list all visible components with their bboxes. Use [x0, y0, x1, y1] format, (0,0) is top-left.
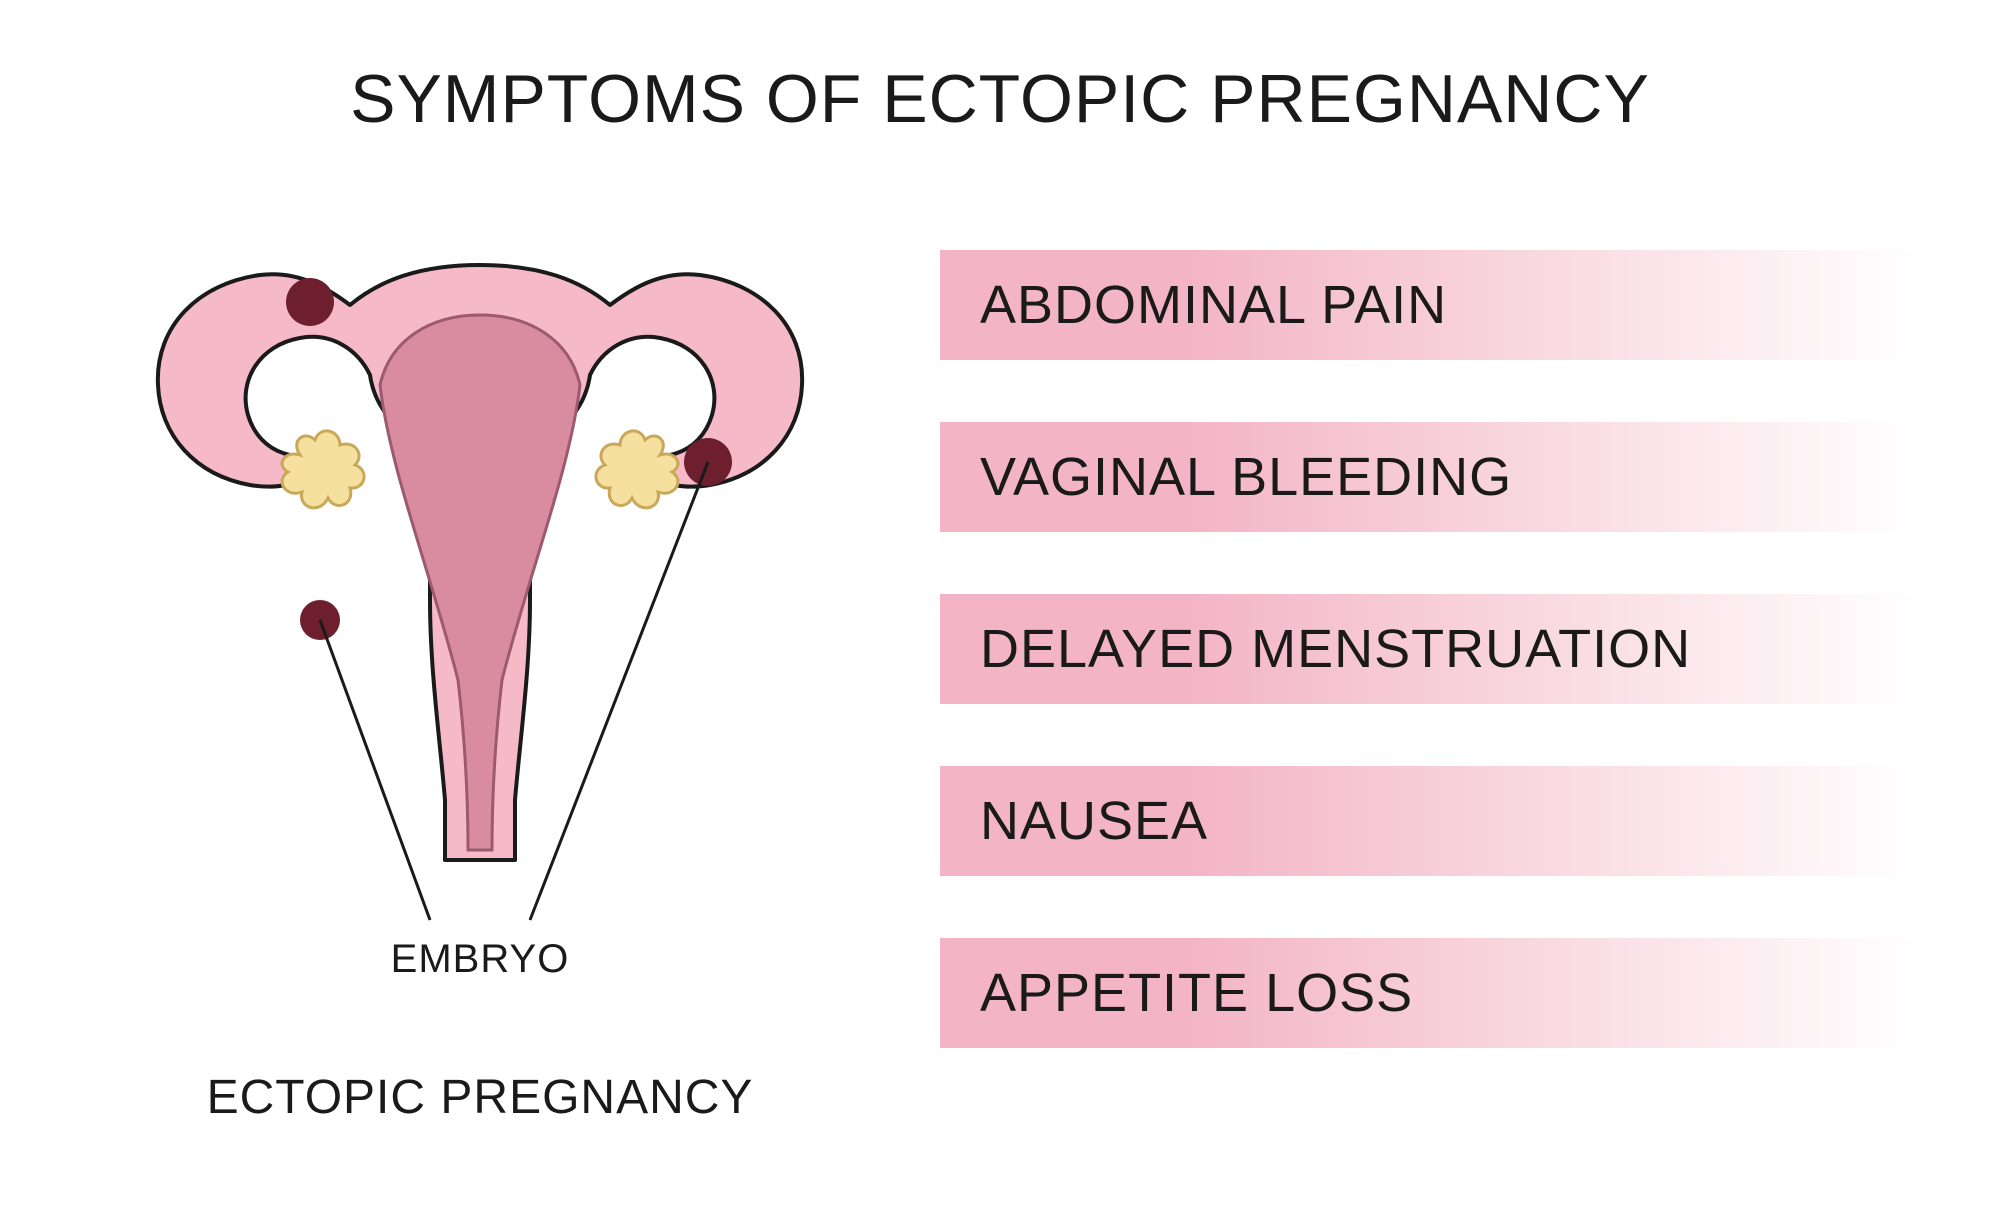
uterus-diagram: EMBRYO ECTOPIC PREGNANCY — [100, 240, 860, 1140]
leader-line — [320, 620, 430, 920]
symptom-item: NAUSEA — [940, 766, 1920, 876]
symptom-item: ABDOMINAL PAIN — [940, 250, 1920, 360]
symptom-item: DELAYED MENSTRUATION — [940, 594, 1920, 704]
embryo-dot — [286, 278, 334, 326]
symptom-item: VAGINAL BLEEDING — [940, 422, 1920, 532]
embryo-label: EMBRYO — [100, 937, 860, 982]
page-title: SYMPTOMS OF ECTOPIC PREGNANCY — [0, 60, 2000, 138]
leader-line — [530, 462, 708, 920]
uterine-cavity — [380, 315, 580, 850]
right-ovary — [596, 431, 678, 508]
symptom-list: ABDOMINAL PAIN VAGINAL BLEEDING DELAYED … — [940, 250, 1920, 1110]
diagram-caption: ECTOPIC PREGNANCY — [100, 1070, 860, 1125]
left-ovary — [282, 431, 364, 508]
symptom-item: APPETITE LOSS — [940, 938, 1920, 1048]
uterus-svg — [100, 240, 860, 940]
